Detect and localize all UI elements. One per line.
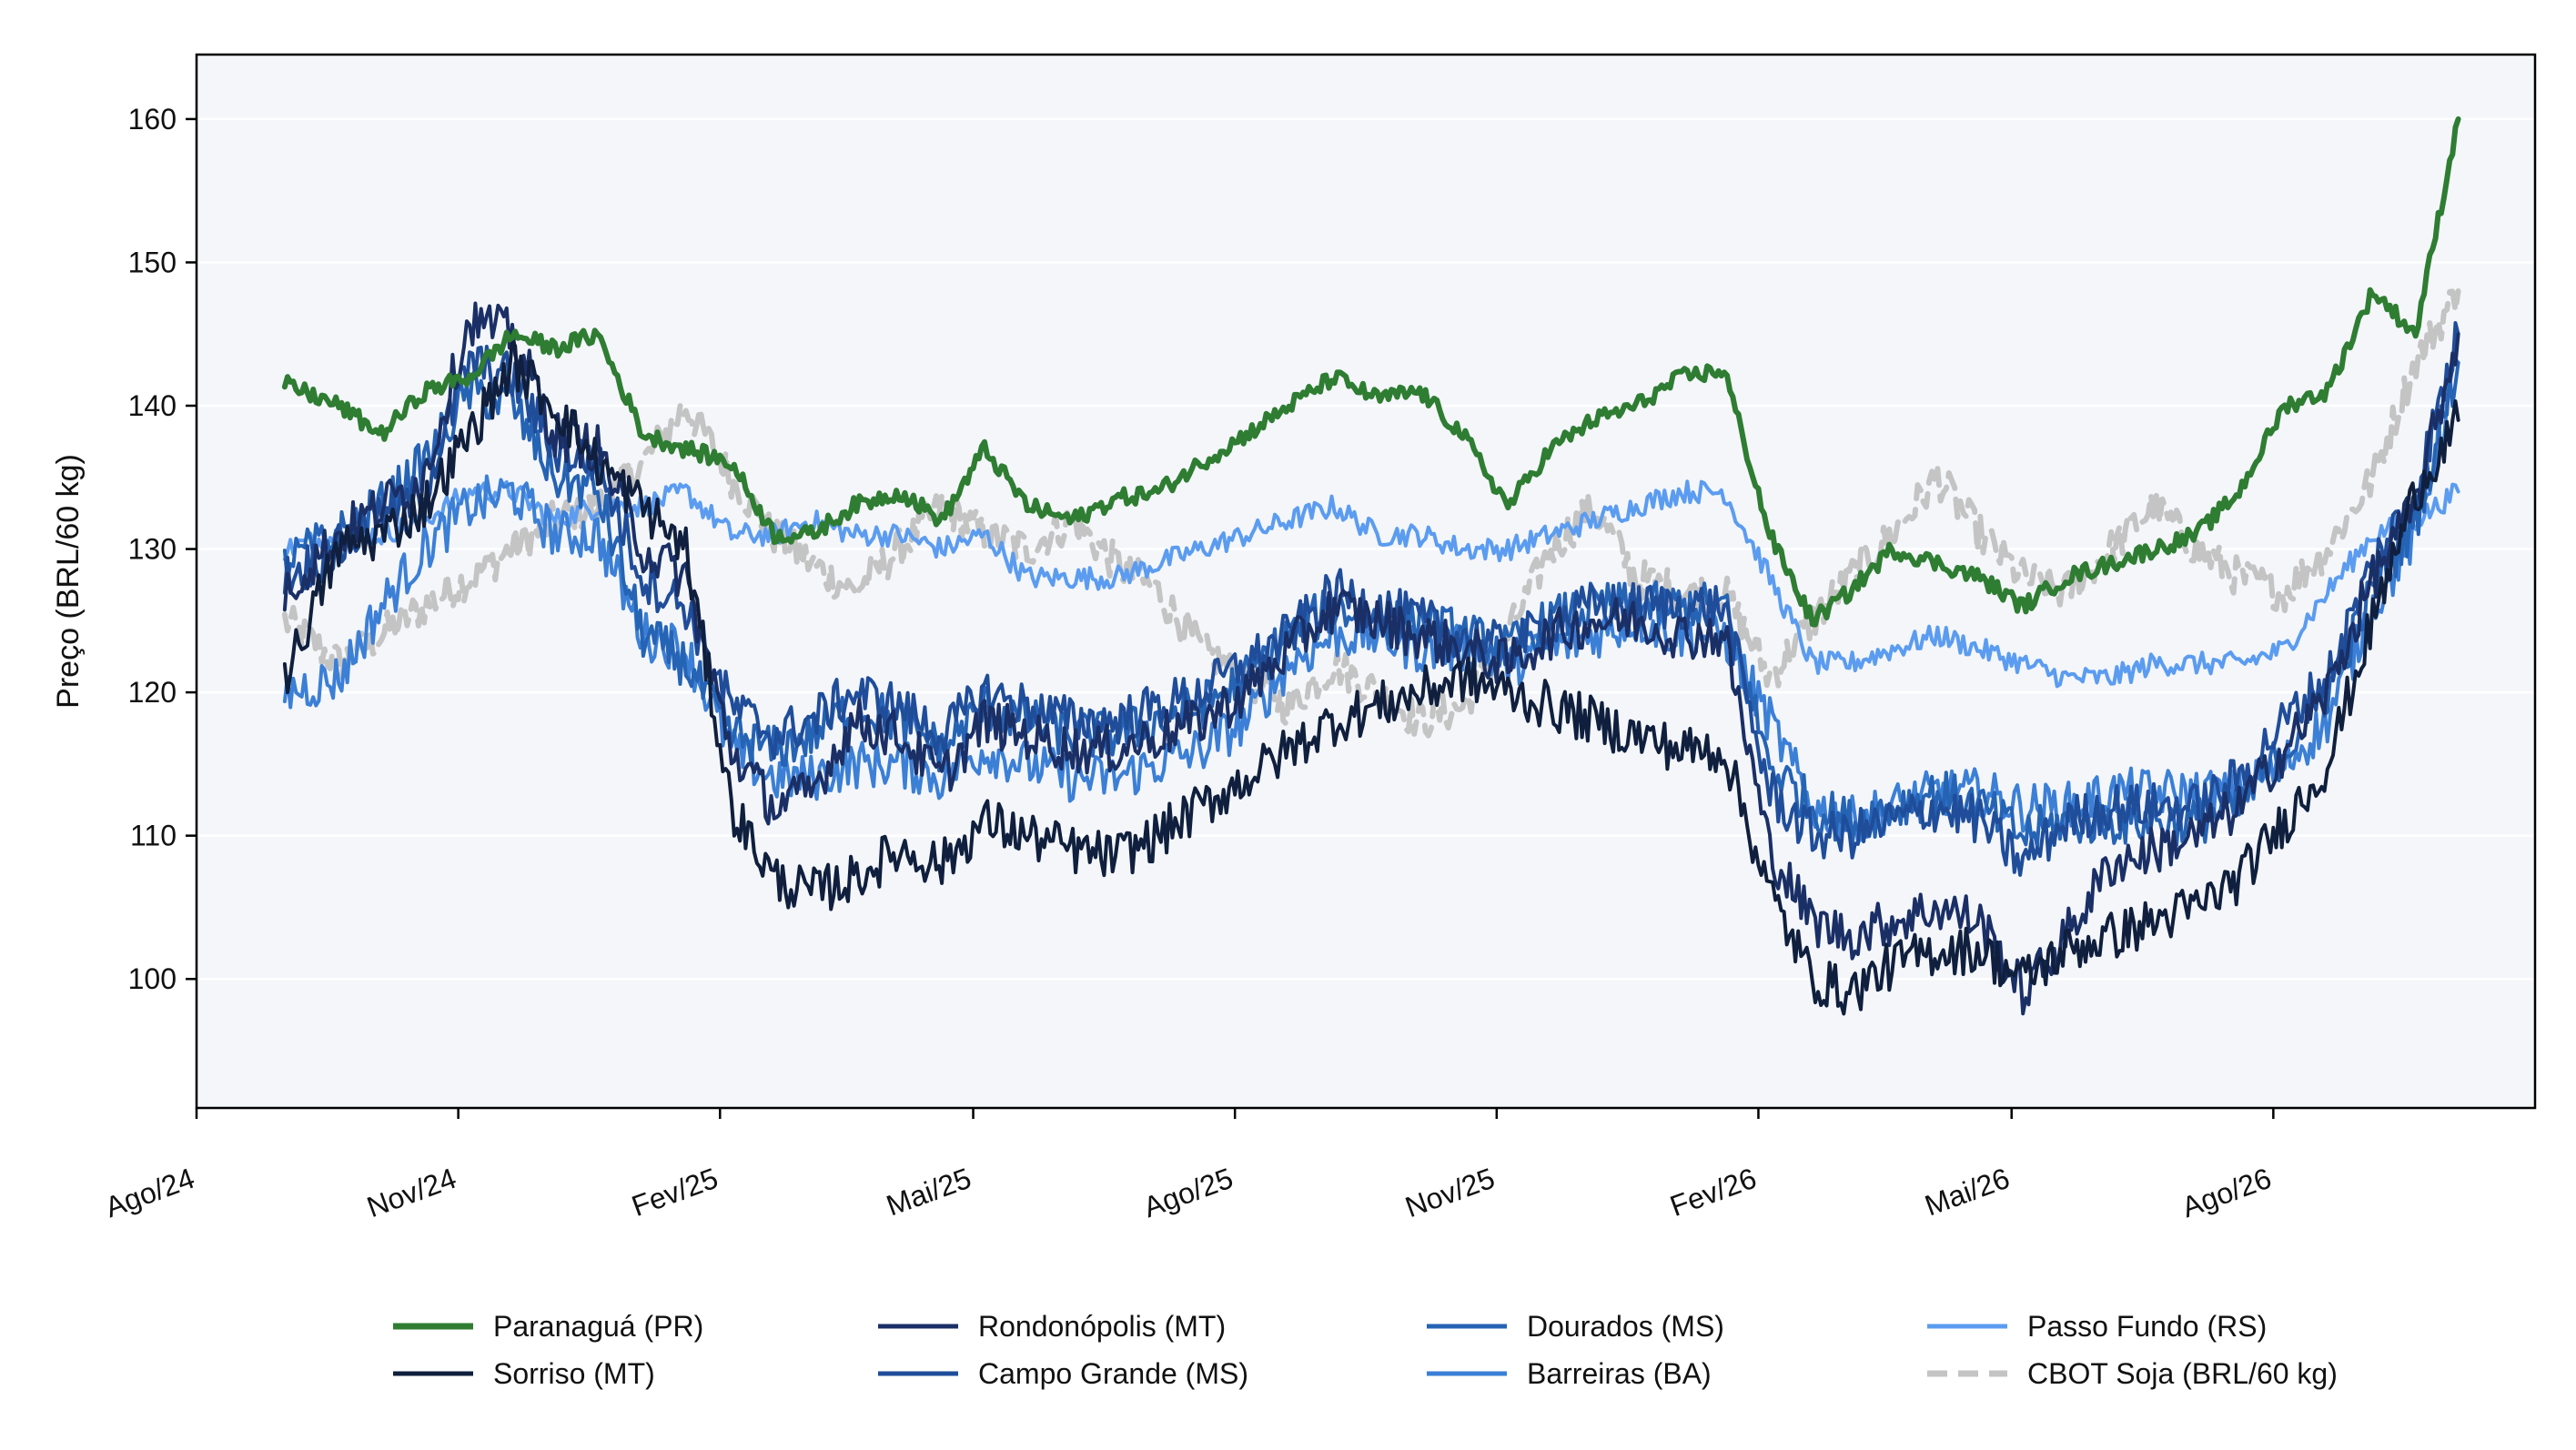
y-tick-label: 160 bbox=[128, 103, 177, 136]
legend-label: Dourados (MS) bbox=[1527, 1310, 1724, 1343]
x-tick-label: Ago/25 bbox=[1139, 1162, 1237, 1224]
legend-label: Paranaguá (PR) bbox=[493, 1310, 703, 1343]
y-tick-label: 120 bbox=[128, 676, 177, 709]
series-lines bbox=[281, 116, 2461, 1016]
x-axis-ticks: Ago/24 Nov/24 Fev/25 Mai/25 Ago/25 Nov/25 Fev/… bbox=[101, 1108, 2276, 1223]
series-line-1 bbox=[282, 337, 2460, 1016]
y-tick-label: 100 bbox=[128, 962, 177, 995]
y-tick-label: 140 bbox=[128, 389, 177, 422]
x-tick-label: Fev/26 bbox=[1666, 1162, 1761, 1223]
series-line-7 bbox=[281, 288, 2461, 739]
legend-label: CBOT Soja (BRL/60 kg) bbox=[2027, 1357, 2338, 1390]
y-axis-ticks: 100 110 120 130 140 150 160 bbox=[128, 103, 197, 995]
legend-label: Campo Grande (MS) bbox=[978, 1357, 1248, 1390]
x-tick-label: Fev/25 bbox=[627, 1162, 722, 1223]
legend: Paranaguá (PR) Sorriso (MT) Rondonópolis (… bbox=[393, 1310, 2338, 1390]
y-tick-label: 150 bbox=[128, 246, 177, 278]
y-tick-label: 110 bbox=[130, 820, 177, 852]
x-tick-label: Nov/25 bbox=[1401, 1162, 1500, 1224]
legend-label: Sorriso (MT) bbox=[493, 1357, 655, 1390]
series-line-0 bbox=[281, 116, 2461, 628]
legend-label: Barreiras (BA) bbox=[1527, 1357, 1712, 1390]
legend-label: Passo Fundo (RS) bbox=[2027, 1310, 2267, 1343]
y-axis-title: Preço (BRL/60 kg) bbox=[51, 454, 86, 709]
y-tick-label: 130 bbox=[128, 533, 177, 566]
x-tick-label: Ago/24 bbox=[101, 1162, 199, 1224]
x-tick-label: Mai/26 bbox=[1921, 1162, 2015, 1223]
series-line-2 bbox=[282, 301, 2460, 1016]
plot-background bbox=[197, 55, 2535, 1108]
x-tick-label: Mai/25 bbox=[882, 1162, 975, 1223]
x-tick-label: Nov/24 bbox=[362, 1162, 460, 1224]
plot-frame bbox=[195, 53, 2537, 1110]
x-tick-label: Ago/26 bbox=[2177, 1162, 2276, 1224]
legend-label: Rondonópolis (MT) bbox=[978, 1310, 1226, 1343]
